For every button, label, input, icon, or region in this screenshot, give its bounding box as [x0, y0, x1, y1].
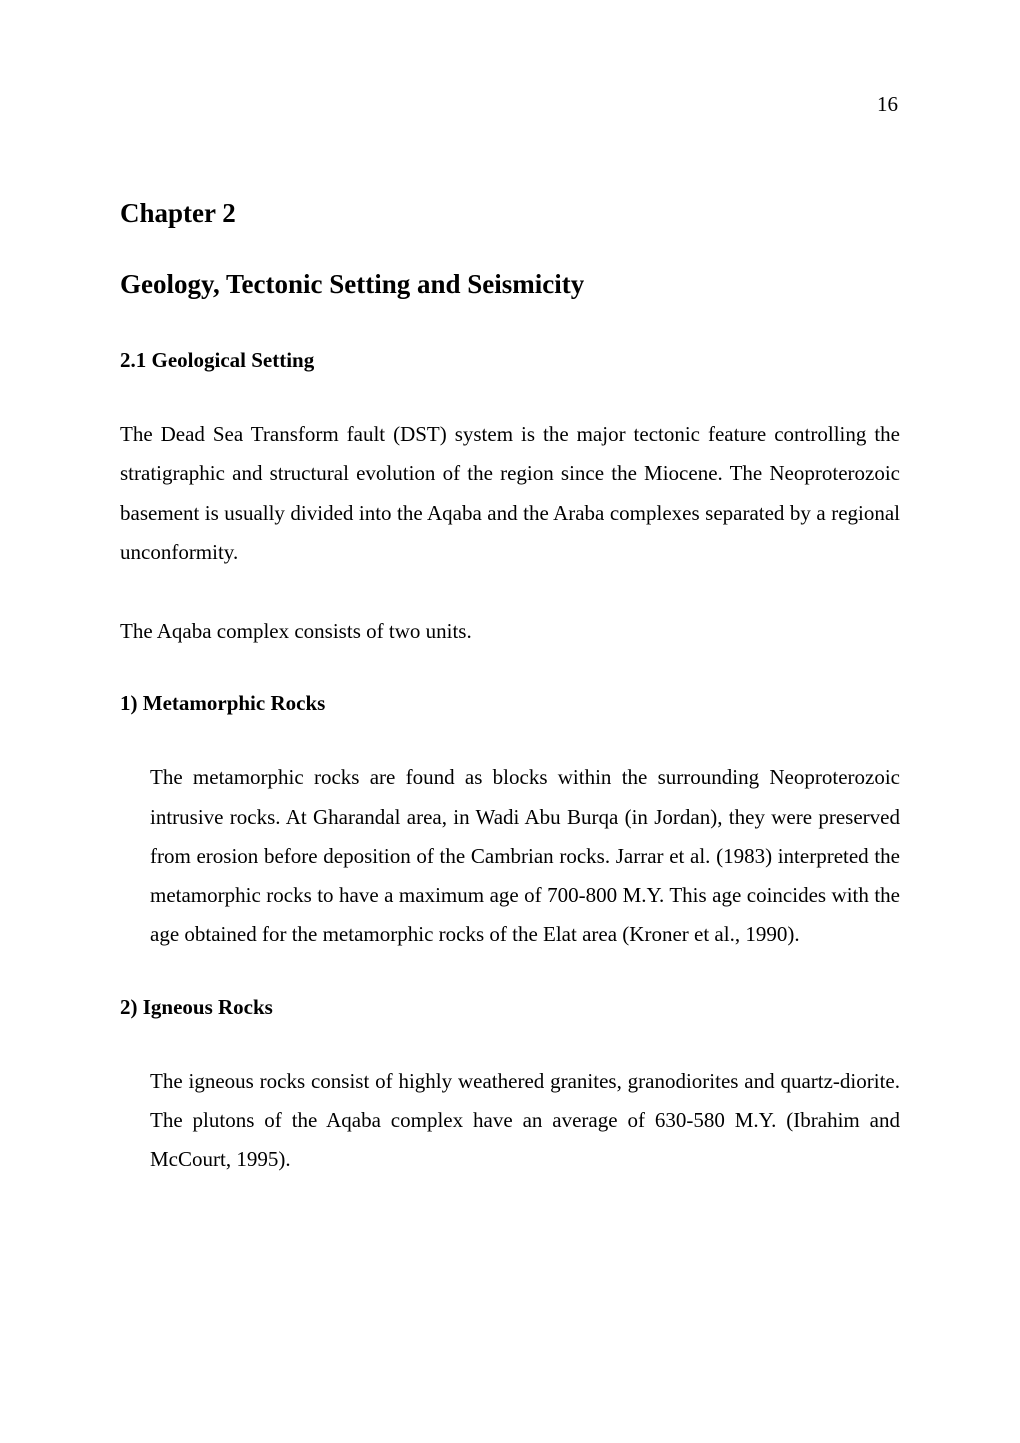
page-number: 16 — [877, 92, 898, 117]
item2-heading: 2) Igneous Rocks — [120, 995, 900, 1020]
aqaba-line: The Aqaba complex consists of two units. — [120, 612, 900, 651]
chapter-label: Chapter 2 — [120, 198, 900, 229]
item1-heading: 1) Metamorphic Rocks — [120, 691, 900, 716]
chapter-title: Geology, Tectonic Setting and Seismicity — [120, 269, 900, 300]
item2-body: The igneous rocks consist of highly weat… — [150, 1062, 900, 1180]
intro-paragraph: The Dead Sea Transform fault (DST) syste… — [120, 415, 900, 572]
section-heading: 2.1 Geological Setting — [120, 348, 900, 373]
item1-body: The metamorphic rocks are found as block… — [150, 758, 900, 954]
